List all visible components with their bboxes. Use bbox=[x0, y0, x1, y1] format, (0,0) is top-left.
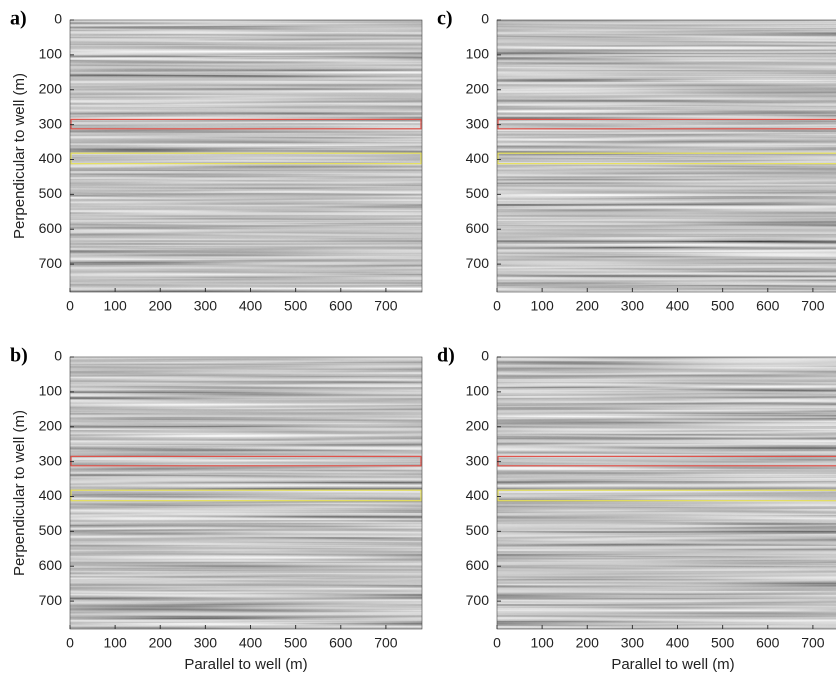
x-tick-label: 400 bbox=[239, 635, 263, 651]
y-axis-label: Perpendicular to well (m) bbox=[11, 73, 28, 239]
highlight-box bbox=[70, 455, 422, 467]
x-tick-label: 600 bbox=[329, 298, 353, 314]
x-tick-label: 0 bbox=[493, 298, 501, 314]
x-tick-label: 500 bbox=[711, 635, 735, 651]
y-tick-label: 400 bbox=[466, 150, 490, 166]
plot-frame bbox=[69, 19, 423, 293]
x-tick-label: 0 bbox=[66, 635, 74, 651]
x-tick-label: 500 bbox=[284, 635, 308, 651]
x-tick-label: 300 bbox=[194, 635, 218, 651]
x-tick-label: 400 bbox=[666, 298, 690, 314]
y-tick-label: 400 bbox=[39, 487, 63, 503]
y-tick-label: 300 bbox=[466, 115, 490, 131]
x-tick-label: 0 bbox=[493, 635, 501, 651]
plot-frame bbox=[496, 356, 836, 630]
y-tick-label: 300 bbox=[39, 115, 63, 131]
x-tick-label: 100 bbox=[530, 635, 554, 651]
y-tick-label: 0 bbox=[481, 348, 489, 364]
x-tick-label: 500 bbox=[284, 298, 308, 314]
y-tick-label: 100 bbox=[466, 46, 490, 62]
seismic-image bbox=[497, 20, 836, 292]
x-tick-label: 200 bbox=[149, 298, 173, 314]
y-tick-label: 300 bbox=[39, 452, 63, 468]
x-tick-label: 100 bbox=[103, 298, 127, 314]
y-tick-label: 700 bbox=[39, 592, 63, 608]
y-tick-label: 700 bbox=[466, 255, 490, 271]
panel-label: d) bbox=[437, 345, 455, 367]
y-tick-label: 500 bbox=[39, 185, 63, 201]
x-tick-label: 300 bbox=[621, 298, 645, 314]
highlight-box bbox=[497, 118, 836, 130]
x-tick-label: 0 bbox=[66, 298, 74, 314]
x-tick-label: 200 bbox=[576, 635, 600, 651]
x-tick-label: 600 bbox=[756, 635, 780, 651]
y-tick-label: 200 bbox=[466, 417, 490, 433]
x-tick-label: 100 bbox=[103, 635, 127, 651]
x-tick-label: 600 bbox=[329, 635, 353, 651]
y-tick-label: 300 bbox=[466, 452, 490, 468]
y-tick-label: 100 bbox=[39, 383, 63, 399]
y-tick-label: 500 bbox=[466, 522, 490, 538]
x-tick-label: 700 bbox=[801, 298, 825, 314]
highlight-box bbox=[497, 489, 836, 502]
y-tick-label: 100 bbox=[466, 383, 490, 399]
y-tick-label: 400 bbox=[39, 150, 63, 166]
seismic-image bbox=[497, 357, 836, 629]
y-tick-label: 600 bbox=[39, 220, 63, 236]
highlight-box bbox=[497, 152, 836, 165]
x-tick-label: 700 bbox=[801, 635, 825, 651]
y-tick-label: 600 bbox=[466, 220, 490, 236]
x-tick-label: 700 bbox=[374, 635, 398, 651]
y-tick-label: 200 bbox=[466, 80, 490, 96]
y-tick-label: 200 bbox=[39, 80, 63, 96]
x-tick-label: 200 bbox=[149, 635, 173, 651]
x-tick-label: 200 bbox=[576, 298, 600, 314]
x-tick-label: 400 bbox=[666, 635, 690, 651]
x-tick-label: 100 bbox=[530, 298, 554, 314]
x-tick-label: 700 bbox=[374, 298, 398, 314]
x-tick-label: 300 bbox=[194, 298, 218, 314]
x-tick-label: 600 bbox=[756, 298, 780, 314]
highlight-box bbox=[70, 118, 422, 130]
y-tick-label: 500 bbox=[39, 522, 63, 538]
highlight-box bbox=[70, 489, 422, 502]
panel-label: a) bbox=[10, 8, 27, 30]
y-tick-label: 600 bbox=[466, 557, 490, 573]
panel-label: b) bbox=[10, 345, 28, 367]
y-tick-label: 700 bbox=[39, 255, 63, 271]
x-axis-label: Parallel to well (m) bbox=[184, 656, 307, 673]
x-tick-label: 300 bbox=[621, 635, 645, 651]
x-axis-label: Parallel to well (m) bbox=[611, 656, 734, 673]
highlight-box bbox=[70, 152, 422, 165]
y-tick-label: 100 bbox=[39, 46, 63, 62]
y-tick-label: 0 bbox=[481, 11, 489, 27]
y-tick-label: 0 bbox=[54, 348, 62, 364]
x-tick-label: 500 bbox=[711, 298, 735, 314]
y-tick-label: 600 bbox=[39, 557, 63, 573]
seismic-image bbox=[70, 357, 422, 629]
x-tick-label: 400 bbox=[239, 298, 263, 314]
panel-label: c) bbox=[437, 8, 453, 30]
seismic-image bbox=[70, 20, 422, 292]
y-tick-label: 400 bbox=[466, 487, 490, 503]
plot-frame bbox=[69, 356, 423, 630]
y-tick-label: 0 bbox=[54, 11, 62, 27]
plot-frame bbox=[496, 19, 836, 293]
y-tick-label: 700 bbox=[466, 592, 490, 608]
highlight-box bbox=[497, 455, 836, 467]
y-tick-label: 200 bbox=[39, 417, 63, 433]
y-tick-label: 500 bbox=[466, 185, 490, 201]
y-axis-label: Perpendicular to well (m) bbox=[11, 410, 28, 576]
